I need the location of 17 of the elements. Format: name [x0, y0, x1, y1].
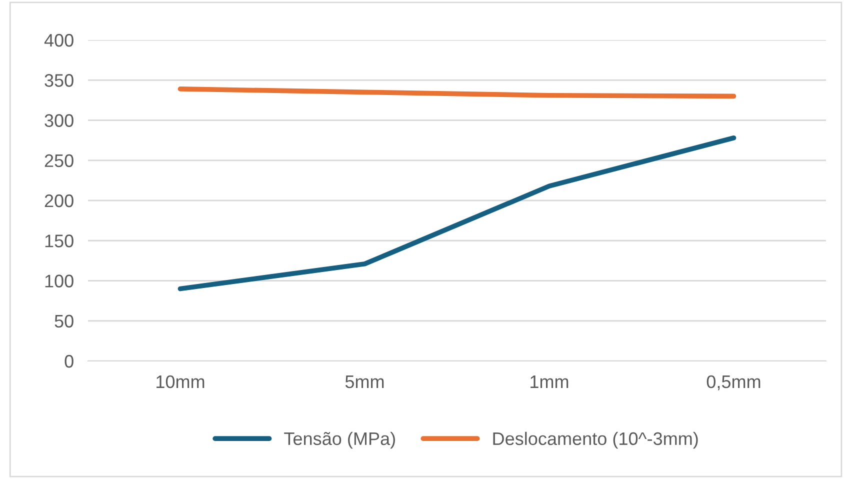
x-tick-label: 0,5mm — [706, 375, 760, 390]
y-tick-label: 350 — [44, 74, 74, 87]
legend-label: Deslocamento (10^-3mm) — [493, 432, 698, 449]
x-tick-label: 5mm — [345, 376, 384, 388]
y-tick-label: 250 — [44, 154, 74, 168]
y-tick-label: 150 — [45, 234, 74, 248]
y-tick-label: 400 — [44, 34, 74, 47]
legend-label: Tensão (MPa) — [284, 432, 395, 449]
y-tick-label: 300 — [44, 114, 74, 127]
y-tick-label: 50 — [54, 314, 74, 328]
x-tick-label: 10mm — [156, 375, 204, 388]
line-series — [178, 86, 736, 99]
y-tick-label: 200 — [44, 194, 74, 208]
line-series — [178, 135, 736, 292]
y-tick-label: 100 — [45, 274, 74, 288]
x-tick-label: 1mm — [530, 376, 568, 388]
y-tick-label: 0 — [64, 354, 74, 368]
